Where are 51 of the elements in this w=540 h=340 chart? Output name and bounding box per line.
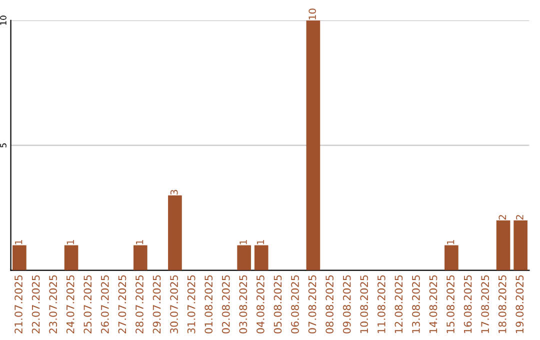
bar — [237, 245, 251, 270]
bar — [514, 220, 528, 270]
y-tick-label: 5 — [0, 143, 6, 148]
x-tick-label: 05.08.2025 — [274, 275, 282, 334]
x-tick-label: 09.08.2025 — [342, 275, 351, 334]
x-tick-label: 29.07.2025 — [152, 275, 161, 334]
bar — [64, 245, 78, 270]
x-tick-label: 31.07.2025 — [187, 275, 196, 334]
data-label: 1 — [240, 240, 247, 244]
x-tick-label: 06.08.2025 — [291, 275, 299, 334]
x-tick-label: 25.07.2025 — [84, 275, 92, 334]
x-tick-label: 19.08.2025 — [516, 275, 524, 333]
data-label: 3 — [170, 190, 178, 195]
bar — [496, 220, 510, 270]
x-tick-label: 30.07.2025 — [170, 275, 178, 334]
data-label: 10 — [308, 8, 316, 20]
x-tick-label: 10.08.2025 — [360, 275, 368, 333]
x-tick-label: 22.07.2025 — [32, 275, 40, 334]
bar — [168, 195, 182, 270]
bar — [444, 245, 458, 270]
bar — [133, 245, 148, 270]
data-label: 1 — [256, 240, 264, 244]
x-tick-label: 26.07.2025 — [100, 275, 109, 334]
x-tick-label: 04.08.2025 — [256, 275, 264, 334]
data-label: 2 — [498, 215, 506, 220]
data-label: 1 — [66, 240, 74, 244]
x-tick-label: 07.08.2025 — [308, 275, 316, 334]
x-tick-label: 02.08.2025 — [222, 275, 230, 334]
x-tick-label: 08.08.2025 — [326, 275, 334, 334]
x-tick-label: 27.07.2025 — [118, 275, 126, 334]
data-label: 1 — [15, 240, 22, 244]
x-tick-label: 03.08.2025 — [239, 275, 248, 334]
data-label: 2 — [516, 215, 524, 220]
bar — [306, 20, 320, 270]
data-label: 1 — [136, 240, 144, 244]
x-tick-label: 12.08.2025 — [394, 275, 403, 333]
x-tick-label: 11.08.2025 — [377, 275, 386, 333]
x-tick-label: 16.08.2025 — [464, 275, 472, 333]
x-tick-label: 17.08.2025 — [481, 275, 490, 333]
x-tick-label: 13.08.2025 — [412, 275, 420, 333]
bar — [254, 245, 268, 270]
x-tick-label: 21.07.2025 — [14, 275, 22, 334]
x-tick-label: 15.08.2025 — [446, 275, 454, 333]
x-tick-label: 14.08.2025 — [429, 275, 438, 333]
x-tick-label: 01.08.2025 — [204, 275, 213, 334]
x-tick-label: 28.07.2025 — [136, 275, 144, 334]
x-tick-label: 24.07.2025 — [66, 275, 74, 334]
x-tick-label: 23.07.2025 — [49, 275, 58, 334]
bar — [12, 245, 26, 270]
data-label: 1 — [447, 240, 454, 244]
x-tick-label: 18.08.2025 — [498, 275, 506, 333]
